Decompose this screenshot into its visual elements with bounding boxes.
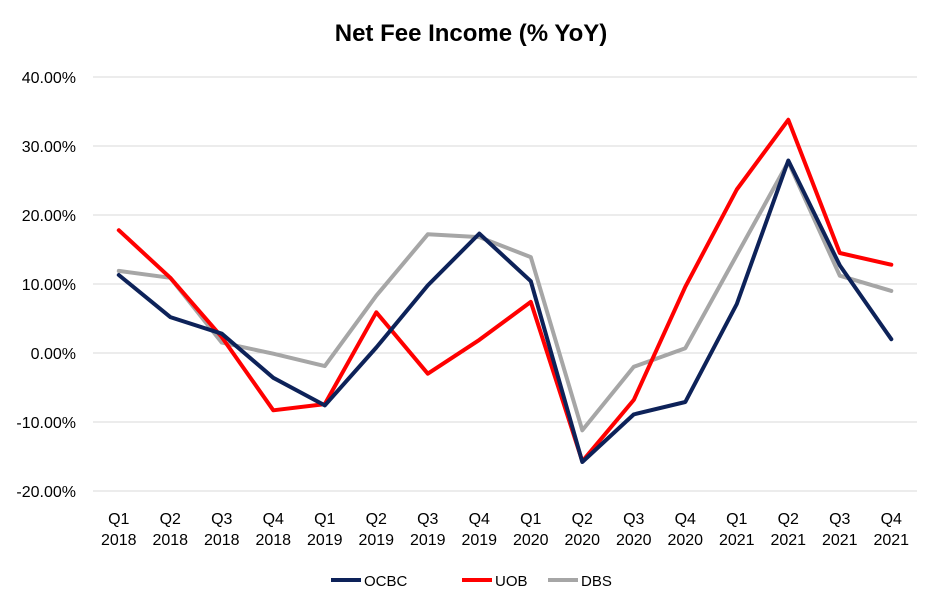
x-tick-label: Q2 2018 [152, 511, 188, 549]
x-tick-label: Q2 2021 [770, 511, 806, 549]
y-tick-label: 10.00% [22, 277, 76, 294]
legend-item-uob: UOB [462, 573, 528, 590]
series-line-ocbc [116, 158, 894, 464]
y-tick-label: -20.00% [16, 484, 76, 501]
y-tick-label: 30.00% [22, 139, 76, 156]
y-tick-label: 20.00% [22, 208, 76, 225]
y-tick-label: 0.00% [31, 346, 76, 363]
x-tick-label: Q2 2019 [358, 511, 394, 549]
legend-label: OCBC [364, 573, 408, 590]
x-tick-label: Q1 2021 [719, 511, 755, 549]
series-line-dbs [116, 159, 894, 433]
x-tick-label: Q1 2019 [307, 511, 343, 549]
x-tick-label: Q3 2019 [410, 511, 446, 549]
x-tick-label: Q3 2021 [822, 511, 858, 549]
gridlines [93, 76, 917, 492]
y-tick-label: 40.00% [22, 70, 76, 87]
legend: OCBC UOB DBS [331, 573, 612, 590]
x-tick-label: Q3 2018 [204, 511, 240, 549]
y-axis-tick-labels: -20.00% -10.00% 0.00% 10.00% 20.00% 30.00% 40.… [16, 70, 76, 501]
x-tick-label: Q4 2020 [667, 511, 703, 549]
x-axis-tick-labels: Q1 2018 Q2 2018 Q3 2018 Q4 2018 Q1 2019 Q2 2019 Q3 20… [101, 511, 909, 549]
legend-label: DBS [581, 573, 612, 590]
x-tick-label: Q4 2019 [461, 511, 497, 549]
x-tick-label: Q2 2020 [564, 511, 600, 549]
x-tick-label: Q1 2020 [513, 511, 549, 549]
legend-item-dbs: DBS [548, 573, 612, 590]
series-line-uob [116, 117, 894, 464]
x-tick-label: Q1 2018 [101, 511, 137, 549]
y-tick-label: -10.00% [16, 415, 76, 432]
series-lines [116, 117, 894, 464]
x-tick-label: Q3 2020 [616, 511, 652, 549]
legend-label: UOB [495, 573, 528, 590]
legend-item-ocbc: OCBC [331, 573, 408, 590]
x-tick-label: Q4 2018 [255, 511, 291, 549]
chart-title: Net Fee Income (% YoY) [334, 20, 608, 47]
x-tick-label: Q4 2021 [873, 511, 909, 549]
